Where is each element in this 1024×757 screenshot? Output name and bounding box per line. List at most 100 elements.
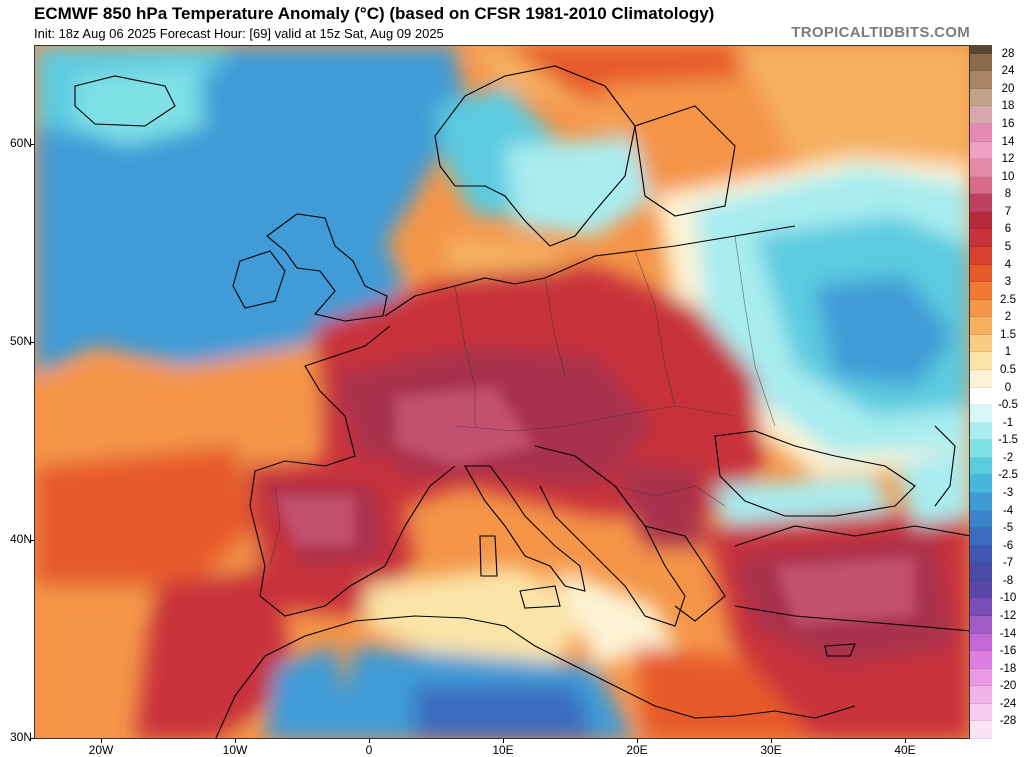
legend-label: 14 (1001, 135, 1015, 148)
legend-label: 3 (1004, 276, 1012, 289)
legend-swatch (970, 563, 992, 581)
legend-swatch (970, 493, 992, 511)
legend-label: -7 (1002, 557, 1014, 570)
legend-swatch (970, 528, 992, 546)
legend-swatch (970, 317, 992, 335)
legend-label: -1 (1002, 416, 1014, 429)
legend-swatch (970, 264, 992, 283)
legend-label: -1.5 (998, 434, 1018, 447)
coast-turkey-south (734, 605, 969, 632)
legend-label: 8 (1004, 188, 1012, 201)
coast-iceland (74, 75, 176, 127)
legend-swatch (970, 71, 992, 89)
legend-label: -18 (999, 662, 1017, 675)
legend-label: -2 (1002, 451, 1014, 464)
legend-label: 18 (1001, 100, 1015, 113)
coastlines (74, 65, 969, 738)
field-anatolia-pink (775, 556, 915, 626)
field-morocco-coast-cold (265, 646, 355, 738)
legend-label: -10 (999, 592, 1017, 605)
legend-swatch (970, 370, 992, 388)
lon-tick (503, 739, 504, 743)
legend-swatch (970, 194, 992, 212)
field-iceland-cool (75, 66, 205, 146)
lat-label-30n: 30N (9, 730, 32, 744)
coast-greece (644, 525, 726, 622)
field-spain-pink (275, 496, 355, 546)
coast-italy (464, 465, 586, 592)
lat-tick (31, 738, 35, 739)
coast-morocco (215, 655, 266, 738)
legend-label: 0.5 (1000, 364, 1016, 377)
border-alps (454, 405, 736, 432)
coast-finland (634, 105, 736, 217)
coast-cyprus (824, 643, 856, 657)
legend-label: -24 (999, 697, 1017, 710)
coast-turkey (734, 525, 969, 547)
legend-label: -28 (999, 715, 1017, 728)
legend-label: -12 (999, 610, 1017, 622)
border-spain-portugal (269, 485, 281, 567)
legend-label: 1 (1004, 346, 1012, 359)
legend-swatch-cap (970, 45, 992, 54)
legend-label: 2.5 (1000, 293, 1016, 306)
legend-label: -3 (1002, 487, 1014, 500)
legend-label: 20 (1001, 82, 1015, 95)
legend-label: 7 (1004, 205, 1012, 218)
field-caucasus-cool (895, 446, 969, 526)
lon-tick (771, 739, 772, 743)
lat-tick (31, 540, 35, 541)
legend-swatch (970, 247, 992, 265)
coast-ireland (232, 250, 286, 309)
coast-north-africa (264, 615, 856, 719)
legend-swatch (970, 282, 992, 300)
lon-tick (637, 739, 638, 743)
field-alps-pink (395, 386, 535, 466)
field-canary-hot (135, 566, 295, 738)
lon-tick (101, 739, 102, 743)
lat-label-60n: 60N (9, 136, 32, 150)
legend-swatch (970, 686, 992, 704)
legend-label: 2 (1004, 311, 1012, 324)
field-balkans-extreme (615, 466, 705, 546)
legend-swatch (970, 124, 992, 142)
border-france-germany (454, 285, 476, 426)
legend-swatch (970, 457, 992, 476)
legend-label: 1.5 (1000, 328, 1016, 341)
legend-swatch (970, 703, 992, 722)
border-balkans (614, 485, 726, 507)
lon-tick (369, 739, 370, 743)
field-azores-hot (35, 446, 255, 586)
legend-label: -8 (1002, 574, 1014, 587)
lat-label-40n: 40N (9, 532, 32, 546)
legend-label: 24 (1001, 65, 1015, 78)
legend-swatch (970, 651, 992, 669)
field-sahara-coldest (415, 686, 595, 738)
lat-label-50n: 50N (9, 334, 32, 348)
legend-label: 4 (1004, 258, 1012, 271)
legend-swatch (970, 88, 992, 107)
map-subtitle: Init: 18z Aug 06 2025 Forecast Hour: [69… (34, 26, 444, 41)
lon-label-20w: 20W (88, 743, 114, 757)
coast-france-iberia (249, 325, 456, 617)
border-germany-poland (544, 277, 566, 377)
coast-scandinavia (434, 65, 636, 247)
coast-britain (266, 213, 388, 322)
lon-label-0: 0 (365, 743, 373, 757)
legend-label: 12 (1001, 153, 1015, 166)
legend-swatch (970, 668, 992, 687)
legend-swatch (970, 176, 992, 195)
lon-label-30e: 30E (760, 743, 782, 757)
legend-swatch (970, 141, 992, 160)
legend-label: 0 (1004, 381, 1012, 394)
border-ukraine-russia (734, 235, 776, 427)
legend-swatch (970, 352, 992, 371)
field-baltic-cool (505, 136, 655, 236)
country-borders (269, 235, 776, 567)
field-med-neutral (365, 566, 595, 666)
legend-label: -14 (999, 627, 1017, 640)
legend-swatch (970, 633, 992, 652)
lon-tick (905, 739, 906, 743)
legend-label: 5 (1004, 241, 1012, 254)
lat-tick (31, 342, 35, 343)
